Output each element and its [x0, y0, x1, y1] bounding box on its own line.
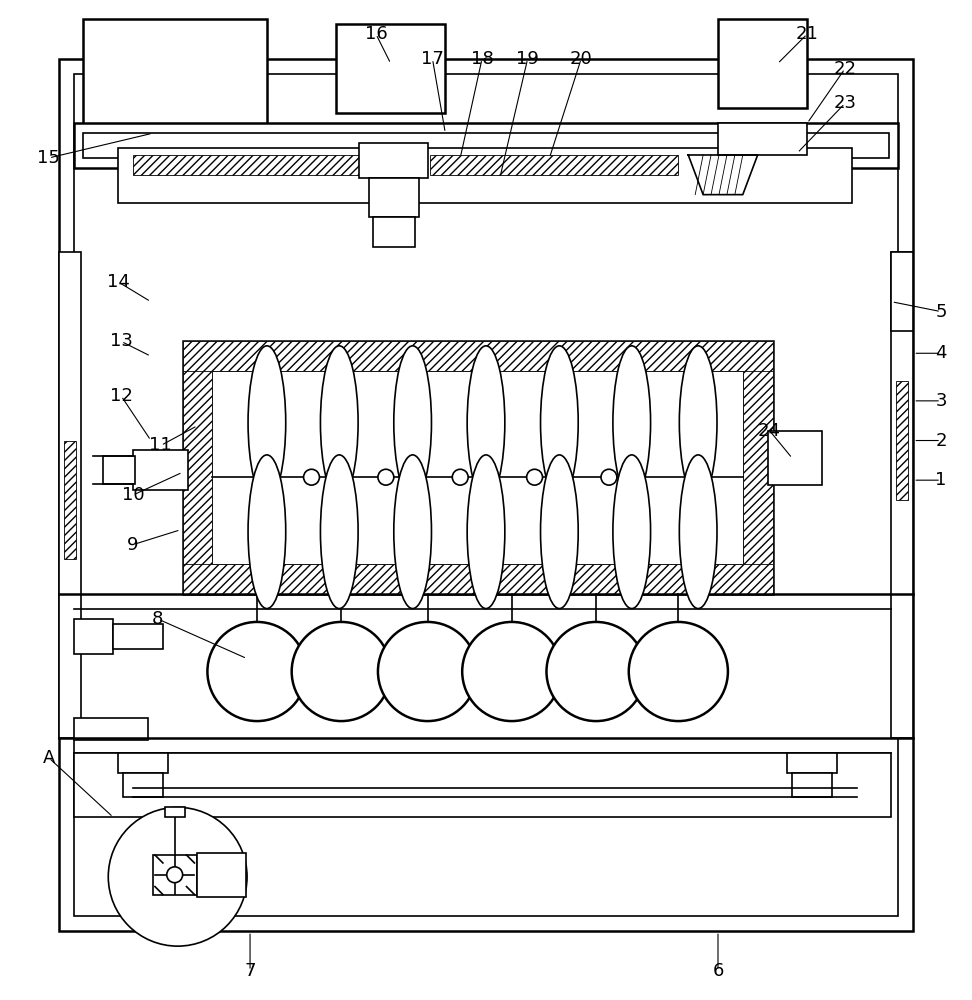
- Bar: [84, 19, 267, 133]
- Bar: [183, 341, 773, 594]
- Bar: [183, 564, 773, 594]
- Bar: [74, 74, 898, 916]
- Ellipse shape: [613, 455, 650, 609]
- Bar: [58, 59, 914, 931]
- Bar: [63, 441, 76, 559]
- Bar: [74, 619, 113, 654]
- Bar: [119, 753, 168, 773]
- Text: 21: 21: [796, 25, 818, 43]
- Text: 16: 16: [364, 25, 387, 43]
- Text: 18: 18: [470, 50, 494, 68]
- Text: 7: 7: [244, 962, 256, 980]
- Ellipse shape: [321, 346, 358, 500]
- Text: 20: 20: [570, 50, 593, 68]
- Bar: [74, 718, 148, 740]
- Bar: [165, 807, 185, 817]
- Bar: [133, 155, 361, 175]
- Circle shape: [207, 622, 306, 721]
- Bar: [891, 252, 914, 738]
- Bar: [359, 143, 429, 178]
- Bar: [891, 252, 914, 331]
- Bar: [743, 341, 773, 594]
- Bar: [119, 148, 851, 203]
- Text: 3: 3: [935, 392, 947, 410]
- Ellipse shape: [468, 455, 504, 609]
- Text: A: A: [43, 749, 55, 767]
- Ellipse shape: [248, 455, 286, 609]
- Bar: [113, 624, 162, 649]
- Ellipse shape: [540, 455, 578, 609]
- Bar: [718, 19, 807, 108]
- Text: 10: 10: [122, 486, 145, 504]
- Bar: [787, 753, 837, 773]
- Bar: [133, 450, 188, 490]
- Ellipse shape: [394, 455, 432, 609]
- Text: 19: 19: [516, 50, 539, 68]
- Bar: [58, 252, 81, 738]
- Text: 11: 11: [150, 436, 172, 454]
- Bar: [768, 431, 822, 485]
- Text: 1: 1: [935, 471, 947, 489]
- Circle shape: [601, 469, 617, 485]
- Circle shape: [378, 622, 477, 721]
- Bar: [896, 381, 909, 500]
- Circle shape: [546, 622, 645, 721]
- Ellipse shape: [248, 346, 286, 500]
- Ellipse shape: [321, 455, 358, 609]
- Text: 22: 22: [833, 60, 856, 78]
- Text: 23: 23: [833, 94, 856, 112]
- Text: 4: 4: [935, 344, 947, 362]
- Bar: [123, 773, 162, 797]
- Text: 8: 8: [153, 610, 163, 628]
- Text: 24: 24: [758, 422, 781, 440]
- Circle shape: [167, 867, 183, 883]
- Text: 12: 12: [110, 387, 132, 405]
- Ellipse shape: [540, 346, 578, 500]
- Text: 9: 9: [127, 536, 139, 554]
- Bar: [103, 456, 135, 484]
- Bar: [183, 341, 773, 371]
- Bar: [212, 371, 743, 564]
- Circle shape: [452, 469, 469, 485]
- Text: 14: 14: [107, 273, 129, 291]
- Ellipse shape: [679, 455, 717, 609]
- Text: 2: 2: [935, 432, 947, 450]
- Circle shape: [527, 469, 542, 485]
- Polygon shape: [688, 155, 757, 195]
- Bar: [74, 123, 898, 168]
- Ellipse shape: [679, 346, 717, 500]
- Circle shape: [108, 807, 247, 946]
- Circle shape: [303, 469, 320, 485]
- Bar: [373, 217, 415, 247]
- Bar: [718, 123, 807, 155]
- Ellipse shape: [613, 346, 650, 500]
- Bar: [369, 178, 419, 217]
- Bar: [84, 133, 888, 158]
- Bar: [792, 773, 832, 797]
- Bar: [431, 155, 678, 175]
- Circle shape: [629, 622, 728, 721]
- Bar: [74, 753, 891, 817]
- Circle shape: [378, 469, 394, 485]
- Text: 6: 6: [712, 962, 724, 980]
- Bar: [336, 24, 445, 113]
- Text: 15: 15: [37, 149, 60, 167]
- Ellipse shape: [394, 346, 432, 500]
- Text: 17: 17: [421, 50, 444, 68]
- Bar: [196, 853, 246, 897]
- Circle shape: [292, 622, 391, 721]
- Circle shape: [463, 622, 562, 721]
- Bar: [153, 855, 196, 895]
- Text: 5: 5: [935, 303, 947, 321]
- Ellipse shape: [468, 346, 504, 500]
- Text: 13: 13: [110, 332, 132, 350]
- Bar: [183, 341, 212, 594]
